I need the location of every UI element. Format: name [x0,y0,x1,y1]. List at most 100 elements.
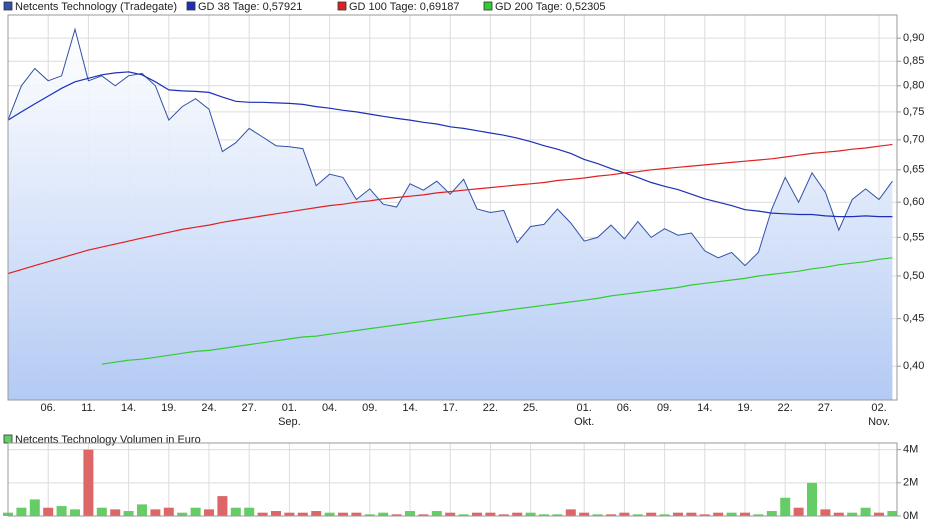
volume-bar [137,504,147,516]
volume-bar [150,509,161,516]
y-tick-label: 0,50 [903,270,924,282]
y-tick-label: 0,80 [903,80,924,92]
volume-bar [43,507,54,516]
volume-bar [431,511,442,516]
volume-bar [364,514,375,516]
x-tick-label: 24. [201,402,216,414]
x-tick-label: 14. [402,402,417,414]
legend-label: GD 38 Tage: 0,57921 [198,1,302,13]
volume-bar [592,514,603,516]
x-tick-label: 01. [282,402,297,414]
volume-bar [686,512,697,516]
x-tick-label: 14. [121,402,136,414]
volume-bar [445,512,456,516]
volume-bar [807,482,817,516]
x-tick-label: 02. [871,402,886,414]
x-tick-label: 17. [443,402,458,414]
volume-bar [713,512,724,516]
y-tick-label: 4M [903,444,918,456]
moving-average-line [7,143,893,275]
volume-bar [271,511,281,516]
y-tick-label: 0,40 [903,360,924,372]
volume-bar [284,512,295,516]
moving-average-line [7,71,893,218]
volume-bar [512,512,523,516]
volume-background [8,443,897,516]
volume-bar [485,512,496,516]
volume-bar [83,449,94,516]
volume-bar [418,514,429,516]
volume-bar [244,507,255,516]
volume-bar [833,512,844,516]
x-tick-label: 04. [322,402,337,414]
volume-bar [391,514,402,516]
volume-bar [740,512,750,516]
volume-bar [525,512,536,516]
volume-bar [190,507,201,516]
y-tick-label: 0,70 [903,134,924,146]
volume-bar [110,509,121,516]
volume-bar [780,497,791,516]
x-tick-label: 06. [41,402,56,414]
x-tick-label: 06. [617,402,632,414]
volume-bar [766,511,777,516]
volume-bar [619,512,630,516]
x-month-label: Okt. [574,416,594,428]
volume-bar [204,509,214,516]
volume-bar [606,514,616,516]
x-tick-label: 25. [523,402,538,414]
volume-bar [163,507,174,516]
y-tick-label: 0,60 [903,196,924,208]
y-tick-label: 0,90 [903,32,924,44]
volume-bar [847,512,858,516]
legend-label: GD 200 Tage: 0,52305 [495,1,606,13]
volume-bar [820,509,831,516]
volume-bar [324,512,335,516]
x-tick-label: 01. [577,402,592,414]
x-tick-label: 22. [483,402,498,414]
y-tick-label: 2M [903,477,918,489]
volume-bar [338,512,348,516]
legend-swatch [337,1,347,11]
price-line [7,27,893,267]
legend-label: Netcents Technology Volumen in Euro [15,434,201,446]
x-tick-label: 11. [81,402,95,414]
volume-bar [579,512,590,516]
x-tick-label: 19. [737,402,752,414]
y-tick-label: 0,75 [903,106,924,118]
volume-bar [565,509,576,516]
volume-bar [96,507,107,516]
plot-frame [7,14,898,401]
legend-swatch [186,1,196,11]
x-tick-label: 27. [242,402,257,414]
legend-swatch [3,1,13,11]
x-tick-label: 09. [362,402,377,414]
volume-bar [311,511,322,516]
legend-label: GD 100 Tage: 0,69187 [349,1,460,13]
volume-bar [123,511,134,516]
x-month-label: Nov. [868,416,890,428]
x-tick-label: 09. [657,402,672,414]
y-tick-label: 0,65 [903,164,924,176]
volume-bar [753,514,764,516]
price-area [8,29,893,401]
volume-bar [659,514,670,516]
x-tick-label: 19. [161,402,176,414]
moving-average-line [101,257,893,365]
x-tick-label: 14. [697,402,712,414]
y-tick-label: 0,55 [903,231,924,243]
volume-bar [498,514,509,516]
volume-bar [297,512,308,516]
volume-bar [405,511,415,516]
volume-bar [539,514,549,516]
volume-bar [230,507,241,516]
volume-bar [257,512,268,516]
volume-bar [860,507,871,516]
legend-swatch [483,1,493,11]
y-tick-label: 0,45 [903,313,924,325]
legend-swatch [3,434,13,444]
volume-bar [646,512,657,516]
volume-bar [874,512,884,516]
x-month-label: Sep. [278,416,301,428]
